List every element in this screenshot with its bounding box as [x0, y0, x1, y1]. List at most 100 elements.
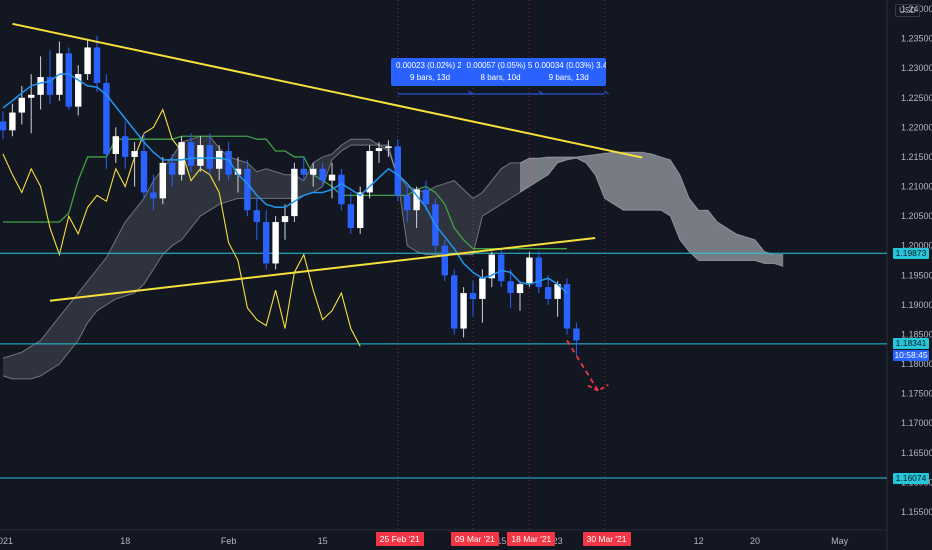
price-level-tag[interactable]: 1.16074: [893, 472, 929, 484]
y-tick-label: 1.20500: [901, 211, 932, 221]
candle-body: [150, 192, 157, 199]
candle-body: [394, 146, 401, 196]
measure-label[interactable]: 0.00057 (0.05%) 5. 8 bars, 10d: [461, 58, 540, 86]
y-tick-label: 1.15500: [901, 507, 932, 517]
candle-body: [37, 77, 44, 95]
candle-body: [197, 145, 204, 166]
y-tick-label: 1.24000: [901, 4, 932, 14]
measure-delta-text: 0.00023 (0.02%) 2.: [396, 61, 465, 70]
y-tick-label: 1.20000: [901, 241, 932, 251]
y-tick-label: 1.19500: [901, 270, 932, 280]
measure-bars-text: 8 bars, 10d: [480, 73, 521, 82]
candle-body: [93, 47, 101, 83]
date-marker-tag[interactable]: 25 Feb '21: [375, 532, 424, 546]
measure-arrow: [467, 90, 473, 95]
candle-body: [28, 94, 35, 98]
x-tick-label: 20: [750, 536, 760, 546]
forecast-arrow-shaft: [566, 339, 599, 392]
candle-body: [422, 189, 430, 205]
y-tick-label: 1.17000: [901, 418, 932, 428]
candle-body: [84, 47, 91, 75]
x-tick-label: Feb: [221, 536, 237, 546]
x-tick-label: 23: [553, 536, 563, 546]
date-marker-tag[interactable]: 18 Mar '21: [507, 532, 556, 546]
price-level-tag[interactable]: 1.18341: [893, 338, 929, 350]
candle-body: [112, 136, 119, 154]
measure-label[interactable]: 0.00023 (0.02%) 2. 9 bars, 13d: [390, 58, 470, 86]
ichimoku-span-a: [2, 135, 784, 359]
candle-body: [281, 216, 289, 223]
candle-body: [526, 257, 533, 285]
x-tick-label: 12: [694, 536, 704, 546]
measure-delta-text: 0.00057 (0.05%) 5.: [466, 61, 535, 70]
measure-bars-text: 9 bars, 13d: [548, 73, 589, 82]
candle-body: [554, 284, 561, 299]
candle-body: [535, 257, 542, 288]
date-marker-tag[interactable]: 30 Mar '21: [582, 532, 631, 546]
bar-countdown-timer: 10:58:45: [893, 349, 929, 361]
y-tick-label: 1.22000: [901, 122, 932, 132]
candle-body: [498, 254, 505, 282]
candle-body: [263, 222, 270, 264]
y-tick-label: 1.21500: [901, 152, 932, 162]
y-tick-label: 1.22500: [901, 93, 932, 103]
y-tick-label: 1.17500: [901, 389, 932, 399]
candle-body: [404, 195, 411, 211]
candle-body: [328, 174, 336, 181]
candle-body: [234, 168, 242, 175]
measure-arrow: [538, 90, 544, 95]
candle-body: [75, 74, 82, 107]
candle-body: [65, 53, 72, 107]
y-tick-label: 1.23500: [901, 34, 932, 44]
candle-body: [545, 287, 552, 299]
ichimoku-cloud-future: [520, 152, 784, 267]
x-tick-label: May: [831, 536, 849, 546]
date-marker-tag[interactable]: 09 Mar '21: [451, 532, 499, 546]
candle-body: [225, 151, 232, 175]
candle-body: [122, 136, 129, 157]
candle-body: [451, 275, 458, 329]
candle-body: [253, 210, 260, 223]
measure-label[interactable]: 0.00034 (0.03%) 3.4 9 bars, 13d: [531, 58, 606, 86]
trendline: [12, 22, 643, 159]
candle-body: [375, 148, 383, 152]
candle-body: [507, 281, 514, 294]
candle-body: [338, 174, 345, 205]
candle-body: [103, 82, 110, 154]
candle-body: [9, 112, 16, 131]
y-tick-label: 1.16500: [901, 448, 932, 458]
y-tick-label: 1.18500: [901, 329, 932, 339]
x-tick-label: 15: [318, 536, 328, 546]
candle-body: [291, 168, 298, 217]
candle-body: [244, 168, 251, 211]
candle-body: [319, 168, 326, 181]
candle-body: [159, 162, 166, 199]
x-tick-label: 15: [496, 536, 506, 546]
candle-body: [272, 222, 279, 264]
candle-body: [573, 328, 580, 341]
candle-body: [216, 151, 223, 169]
candle-body: [46, 77, 54, 95]
ichimoku-cloud: [3, 136, 784, 379]
y-tick-label: 1.23000: [901, 63, 932, 73]
y-tick-label: 1.21000: [901, 182, 932, 192]
forecast-arrow-head: [587, 383, 609, 392]
y-tick-label: 1.18000: [901, 359, 932, 369]
candle-body: [169, 162, 176, 175]
ichimoku-span-b: [2, 144, 784, 380]
measure-delta-text: 0.00034 (0.03%) 3.4: [534, 61, 606, 70]
candle-body: [131, 151, 138, 157]
candle-body: [310, 168, 317, 175]
candle-body: [460, 293, 467, 329]
currency-label[interactable]: USD: [895, 4, 920, 17]
price-level-tag[interactable]: 1.19873: [893, 247, 929, 259]
candle-body: [479, 278, 486, 299]
candle-body: [347, 204, 354, 228]
candle-body: [413, 189, 420, 211]
candle-body: [441, 245, 448, 276]
candle-body: [206, 145, 213, 169]
candle-body: [300, 168, 307, 175]
candle-body: [563, 284, 571, 329]
